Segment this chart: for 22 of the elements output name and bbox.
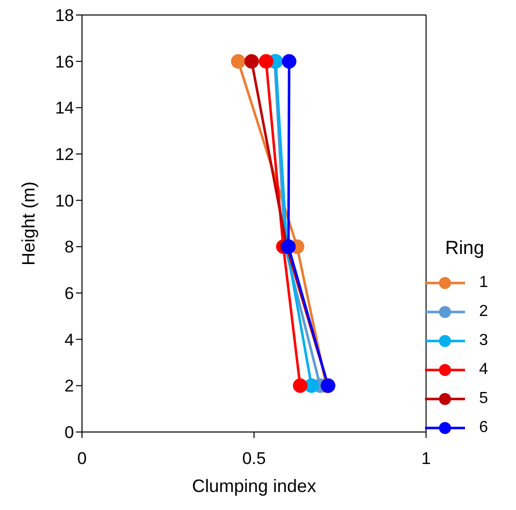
y-tick-label: 14	[55, 98, 74, 118]
y-tick-label: 6	[64, 284, 74, 304]
y-tick-label: 16	[55, 52, 74, 72]
x-tick-label: 1	[421, 449, 431, 468]
y-tick-label: 12	[55, 145, 74, 164]
legend-label: 2	[479, 302, 488, 320]
x-axis-title: Clumping index	[192, 476, 316, 496]
y-axis-title: Height (m)	[18, 181, 38, 266]
legend-label: 6	[479, 418, 488, 436]
legend-label: 4	[479, 360, 488, 378]
legend-label: 5	[479, 390, 488, 408]
legend-label: 3	[479, 332, 488, 350]
y-tick-label: 0	[64, 423, 74, 442]
x-tick-label: 0	[77, 449, 87, 468]
y-tick-label: 18	[55, 6, 74, 26]
y-tick-label: 8	[64, 238, 74, 257]
y-tick-label: 2	[64, 376, 74, 396]
legend-title: Ring	[445, 238, 486, 260]
legend-label: 1	[479, 274, 488, 292]
y-tick-label: 4	[64, 330, 74, 350]
x-tick-label: 0.5	[242, 449, 266, 468]
y-tick-label: 10	[55, 191, 74, 210]
